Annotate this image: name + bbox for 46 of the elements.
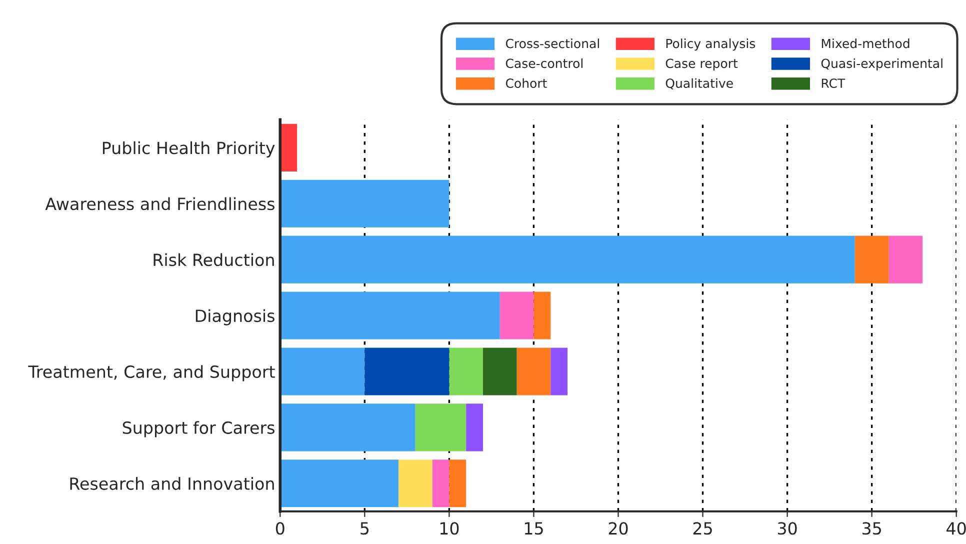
bar xyxy=(280,404,416,452)
y-tick-label: Public Health Priority xyxy=(102,141,275,158)
bar xyxy=(398,460,432,508)
bar xyxy=(516,348,551,396)
legend-label: Quasi-experimental xyxy=(821,58,942,71)
bar xyxy=(280,460,398,508)
bar xyxy=(449,348,483,396)
y-tick-label: Diagnosis xyxy=(196,309,274,326)
y-tick-label: Treatment, Care, and Support xyxy=(28,365,275,382)
legend-label: Policy analysis xyxy=(666,38,756,51)
bar xyxy=(280,124,298,172)
legend-label: Case-control xyxy=(506,58,582,68)
legend-label: Mixed-method xyxy=(822,38,910,48)
bar xyxy=(550,348,568,396)
bar xyxy=(854,236,889,284)
bar xyxy=(280,292,500,340)
legend-label: Cross-sectional xyxy=(506,38,599,48)
x-tick-label: 10 xyxy=(440,522,459,535)
x-tick-label: 30 xyxy=(778,522,797,535)
y-tick-label: Awareness and Friendliness xyxy=(45,197,274,210)
bar xyxy=(280,348,365,396)
y-tick-label: Support for Carers xyxy=(122,421,274,438)
x-tick-label: 15 xyxy=(524,522,543,535)
bar xyxy=(280,180,450,228)
legend-label: Cohort xyxy=(506,78,547,88)
bar xyxy=(534,292,551,340)
legend-label: Case report xyxy=(666,58,738,71)
bar xyxy=(280,236,855,284)
y-tick-label: Risk Reduction xyxy=(154,253,274,266)
bar xyxy=(415,404,466,452)
bar xyxy=(432,460,450,508)
x-tick-label: 35 xyxy=(862,522,881,535)
bar xyxy=(364,348,450,396)
legend-label: RCT xyxy=(822,78,846,88)
bar xyxy=(483,348,517,396)
legend-label: Qualitative xyxy=(666,78,733,90)
x-tick-label: 20 xyxy=(608,522,628,535)
x-tick-label: 0 xyxy=(276,522,284,535)
x-tick-label: 40 xyxy=(946,522,966,535)
x-tick-label: 5 xyxy=(360,522,369,535)
bar xyxy=(888,236,923,284)
bar xyxy=(500,292,534,340)
bar xyxy=(449,460,466,508)
y-tick-label: Research and Innovation xyxy=(70,477,274,490)
x-tick-label: 25 xyxy=(693,522,712,535)
bar xyxy=(466,404,483,452)
